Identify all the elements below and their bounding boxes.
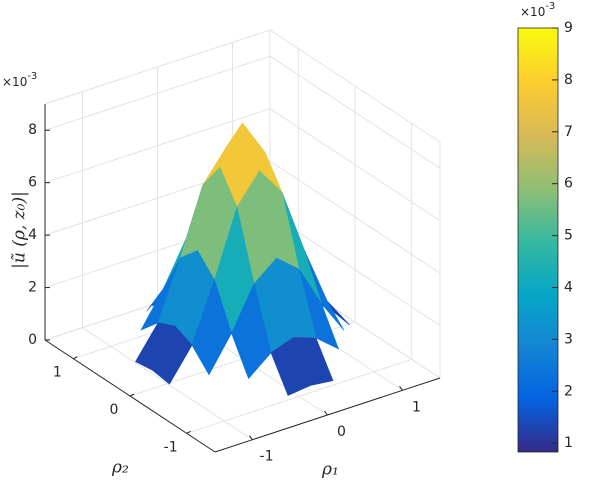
colorbar-tick-label: 8	[564, 72, 573, 88]
y-label: ρ₂	[111, 458, 129, 478]
x-label: ρ₁	[321, 460, 339, 480]
z-tick-label: 8	[28, 122, 37, 138]
y-tick	[129, 393, 135, 397]
cb-exponent-base: ×10	[520, 5, 545, 19]
y-tick	[73, 356, 78, 360]
z-tick-label: 2	[28, 280, 37, 296]
x-tick-label: 0	[337, 424, 346, 440]
surface-patch	[270, 337, 311, 396]
z-tick-label: 0	[28, 332, 37, 348]
colorbar-tick-label: 7	[564, 124, 573, 140]
x-tick	[249, 435, 253, 440]
x-tick	[324, 410, 328, 416]
y-tick-label: 1	[53, 365, 62, 381]
z-tick-label: 4	[28, 227, 37, 243]
x-tick-label: -1	[260, 449, 274, 465]
z-tick-label: 6	[28, 175, 37, 191]
z-label: |ũ (ρ, z₀)|	[10, 191, 30, 269]
surface-patch	[231, 283, 272, 380]
colorbar-tick-label: 1	[564, 435, 573, 451]
colorbar-tick-label: 2	[564, 383, 573, 399]
colorbar-exponent: ×10-3	[520, 1, 555, 19]
colorbar-tick-label: 4	[564, 279, 573, 295]
x-tick-label: 1	[412, 399, 421, 415]
colorbar-tick-label: 5	[564, 228, 573, 244]
x-tick	[399, 386, 403, 391]
z-exponent-base: ×10	[2, 75, 27, 89]
surface-patch	[191, 279, 232, 376]
y-tick-label: -1	[164, 439, 178, 455]
z-exponent-power: -3	[27, 71, 37, 82]
y-grid-line	[186, 358, 412, 434]
surface-patch	[152, 325, 193, 385]
colorbar	[517, 27, 559, 453]
colorbar-tick-label: 9	[564, 20, 573, 36]
colorbar-tick-label: 3	[564, 331, 573, 347]
y-tick	[186, 430, 191, 434]
cb-exponent-power: -3	[545, 1, 555, 12]
colorbar-tick-label: 6	[564, 176, 573, 192]
y-tick-label: 0	[110, 402, 119, 418]
z-exponent: ×10-3	[2, 71, 37, 89]
